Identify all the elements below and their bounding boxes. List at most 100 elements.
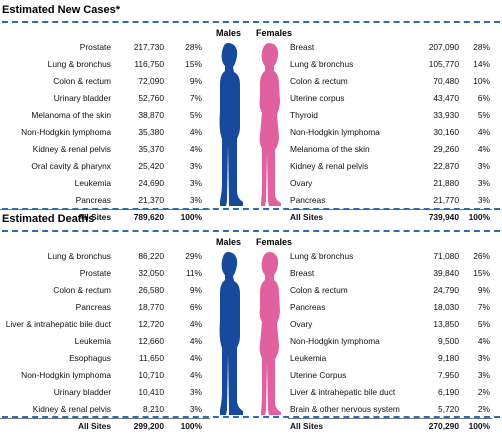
female-site-label: Liver & intrahepatic bile duct xyxy=(290,387,396,397)
male-percent: 9% xyxy=(189,285,202,295)
male-site-label: Melanoma of the skin xyxy=(31,110,111,120)
male-count: 26,580 xyxy=(138,285,164,295)
male-percent: 3% xyxy=(189,195,202,205)
female-percent: 26% xyxy=(473,251,490,261)
female-site-label: Uterine Corpus xyxy=(290,370,347,380)
male-count: 32,050 xyxy=(138,268,164,278)
female-percent: 3% xyxy=(477,161,490,171)
female-site-label: Uterine corpus xyxy=(290,93,345,103)
male-count: 38,870 xyxy=(138,110,164,120)
female-count: 71,080 xyxy=(433,251,459,261)
table-row: Liver & intrahepatic bile duct 12,720 4% Ov… xyxy=(0,316,502,333)
female-site-label: Leukemia xyxy=(290,353,327,363)
male-site-label: Colon & rectum xyxy=(53,76,111,86)
male-percent: 6% xyxy=(189,302,202,312)
table-row: Pancreas 21,370 3% Pancreas 21,770 3% xyxy=(0,192,502,209)
female-silhouette xyxy=(259,43,281,206)
table-row: Non-Hodgkin lymphoma 35,380 4% Non-Hodgkin … xyxy=(0,124,502,141)
female-percent: 4% xyxy=(477,336,490,346)
female-percent: 2% xyxy=(477,404,490,414)
female-count: 9,180 xyxy=(438,353,459,363)
female-count: 33,930 xyxy=(433,110,459,120)
male-site-label: Liver & intrahepatic bile duct xyxy=(5,319,111,329)
male-count: 10,410 xyxy=(138,387,164,397)
female-site-label: Ovary xyxy=(290,178,313,188)
deaths-section: Estimated Deaths Males Females Lung & br… xyxy=(0,213,502,431)
male-silhouette xyxy=(219,43,243,206)
male-count: 18,770 xyxy=(138,302,164,312)
female-count: 70,480 xyxy=(433,76,459,86)
female-site-label: Colon & rectum xyxy=(290,285,348,295)
male-percent: 4% xyxy=(189,144,202,154)
male-site-label: Non-Hodgkin lymphoma xyxy=(21,127,111,137)
male-site-label: Prostate xyxy=(79,42,111,52)
table-row: Urinary bladder 10,410 3% Liver & intrahepa… xyxy=(0,384,502,401)
new-cases-section: Estimated New Cases* Males Females Prost… xyxy=(0,4,502,222)
female-percent: 28% xyxy=(473,42,490,52)
female-percent: 3% xyxy=(477,353,490,363)
female-count: 24,790 xyxy=(433,285,459,295)
male-percent: 4% xyxy=(189,319,202,329)
table-row: Non-Hodgkin lymphoma 10,710 4% Uterine Corp… xyxy=(0,367,502,384)
male-percent: 4% xyxy=(189,127,202,137)
male-site-label: Colon & rectum xyxy=(53,285,111,295)
male-percent: 3% xyxy=(189,387,202,397)
female-site-label: Non-Hodgkin lymphoma xyxy=(290,127,380,137)
table-row: Leukemia 24,690 3% Ovary 21,880 3% xyxy=(0,175,502,192)
table-row: Oral cavity & pharynx 25,420 3% Kidney & re… xyxy=(0,158,502,175)
female-percent: 9% xyxy=(477,285,490,295)
female-count: 7,950 xyxy=(438,370,459,380)
male-site-label: Leukemia xyxy=(74,178,111,188)
female-site-label: Lung & bronchus xyxy=(290,59,354,69)
table-row: Urinary bladder 52,760 7% Uterine corpus 43,… xyxy=(0,90,502,107)
male-percent: 100% xyxy=(180,212,202,222)
table-row: Esophagus 11,650 4% Leukemia 9,180 3% xyxy=(0,350,502,367)
male-site-label: Esophagus xyxy=(69,353,111,363)
section-divider xyxy=(2,416,500,418)
female-percent: 14% xyxy=(473,59,490,69)
female-percent: 100% xyxy=(468,212,490,222)
females-column-header: Females xyxy=(256,237,293,247)
table-row: Pancreas 18,770 6% Pancreas 18,030 7% xyxy=(0,299,502,316)
male-percent: 4% xyxy=(189,370,202,380)
female-count: 6,190 xyxy=(438,387,459,397)
female-percent: 3% xyxy=(477,195,490,205)
female-count: 29,260 xyxy=(433,144,459,154)
male-count: 25,420 xyxy=(138,161,164,171)
female-site-label: All Sites xyxy=(290,212,324,222)
table-row: Lung & bronchus 86,220 29% Lung & bronchus 7… xyxy=(0,248,502,265)
male-site-label: Kidney & renal pelvis xyxy=(32,404,111,414)
female-silhouette xyxy=(259,252,281,415)
male-percent: 11% xyxy=(185,268,202,278)
male-percent: 3% xyxy=(189,161,202,171)
male-percent: 4% xyxy=(189,336,202,346)
female-count: 43,470 xyxy=(433,93,459,103)
female-site-label: Breast xyxy=(290,268,315,278)
male-percent: 28% xyxy=(185,42,202,52)
male-percent: 4% xyxy=(189,353,202,363)
male-count: 8,210 xyxy=(143,404,164,414)
males-column-header: Males xyxy=(216,237,242,247)
female-count: 105,770 xyxy=(428,59,459,69)
total-rule xyxy=(0,418,210,419)
male-percent: 7% xyxy=(189,93,202,103)
section-divider xyxy=(2,230,500,232)
female-site-label: Colon & rectum xyxy=(290,76,348,86)
female-count: 21,770 xyxy=(433,195,459,205)
male-count: 24,690 xyxy=(138,178,164,188)
male-count: 10,710 xyxy=(138,370,164,380)
female-percent: 15% xyxy=(473,268,490,278)
male-count: 21,370 xyxy=(138,195,164,205)
table-row: Prostate 217,730 28% Breast 207,090 28% xyxy=(0,39,502,56)
female-site-label: Breast xyxy=(290,42,315,52)
table-row: Lung & bronchus 116,750 15% Lung & bronchus… xyxy=(0,56,502,73)
male-silhouette xyxy=(219,252,243,415)
males-column-header: Males xyxy=(216,28,242,38)
male-count: 72,090 xyxy=(138,76,164,86)
table-row: Prostate 32,050 11% Breast 39,840 15% xyxy=(0,265,502,282)
male-site-label: Urinary bladder xyxy=(53,387,111,397)
female-count: 39,840 xyxy=(433,268,459,278)
male-site-label: Kidney & renal pelvis xyxy=(32,144,111,154)
male-site-label: Lung & bronchus xyxy=(47,251,111,261)
male-site-label: Non-Hodgkin lymphoma xyxy=(21,370,111,380)
